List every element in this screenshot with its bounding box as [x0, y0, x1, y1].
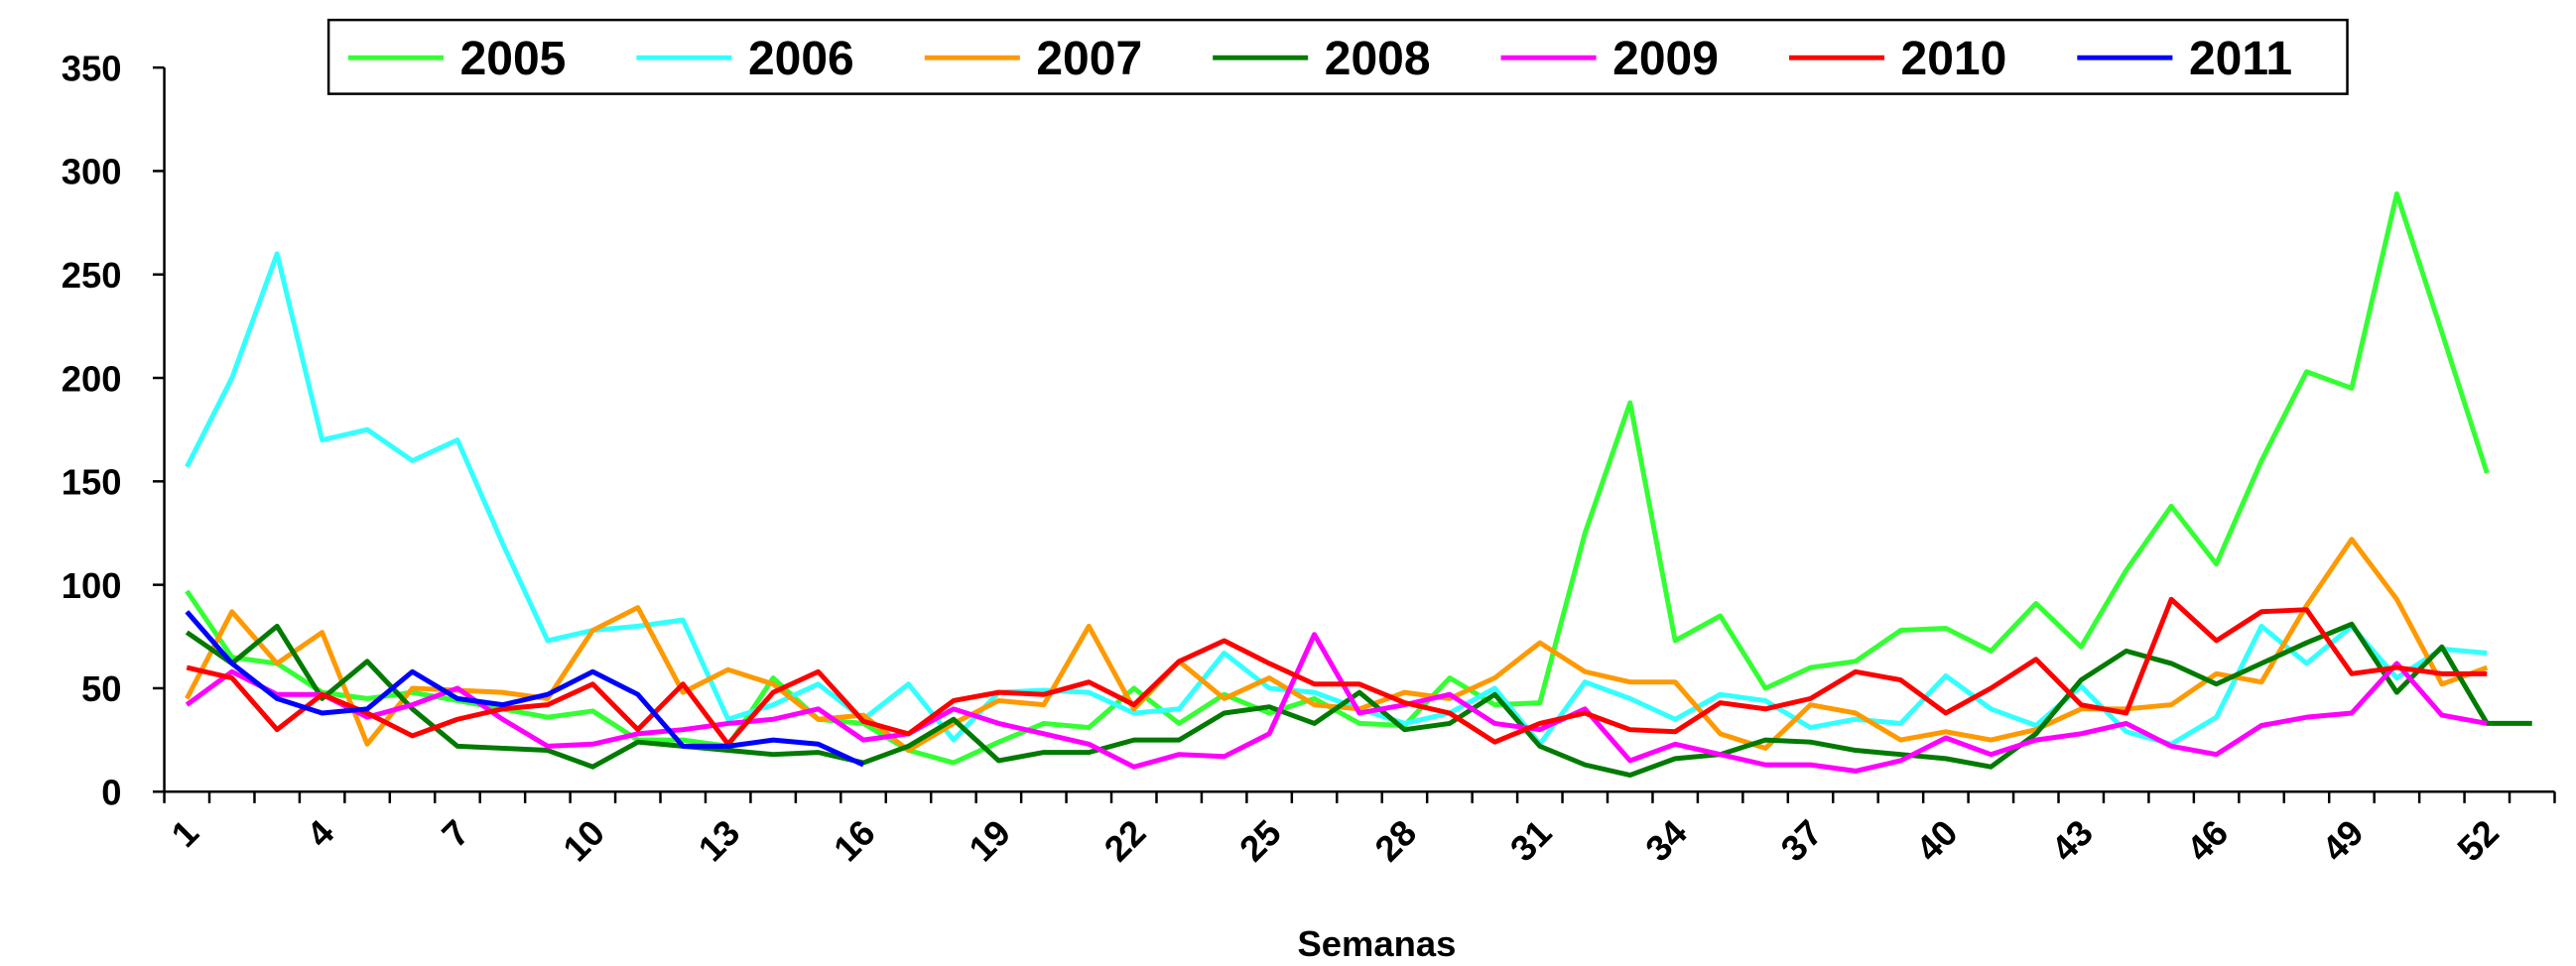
legend-label: 2008 [1325, 33, 1431, 85]
x-axis-label: Semanas [1297, 923, 1456, 964]
y-tick-label: 250 [62, 255, 122, 296]
y-tick-label: 50 [81, 668, 122, 709]
y-tick-label: 300 [62, 152, 122, 192]
series-line [185, 610, 865, 768]
series-line [185, 632, 2488, 774]
legend-label: 2006 [748, 33, 854, 85]
legend-label: 2011 [2189, 33, 2292, 85]
legend: 2005 2006 2007 2008 2009 2010 2011 [326, 18, 2349, 95]
legend-label: 2009 [1612, 33, 1719, 85]
y-tick-label: 350 [62, 48, 122, 88]
y-tick-label: 150 [62, 462, 122, 503]
y-tick-label: 200 [62, 358, 122, 399]
legend-label: 2010 [1901, 33, 2007, 85]
series-line [185, 190, 2490, 766]
y-tick-label: 100 [62, 565, 122, 606]
legend-label: 2007 [1036, 33, 1142, 85]
legend-label: 2005 [460, 33, 567, 85]
series-line [186, 596, 2488, 747]
y-tick-label: 0 [101, 773, 121, 813]
series-line [185, 621, 2532, 779]
